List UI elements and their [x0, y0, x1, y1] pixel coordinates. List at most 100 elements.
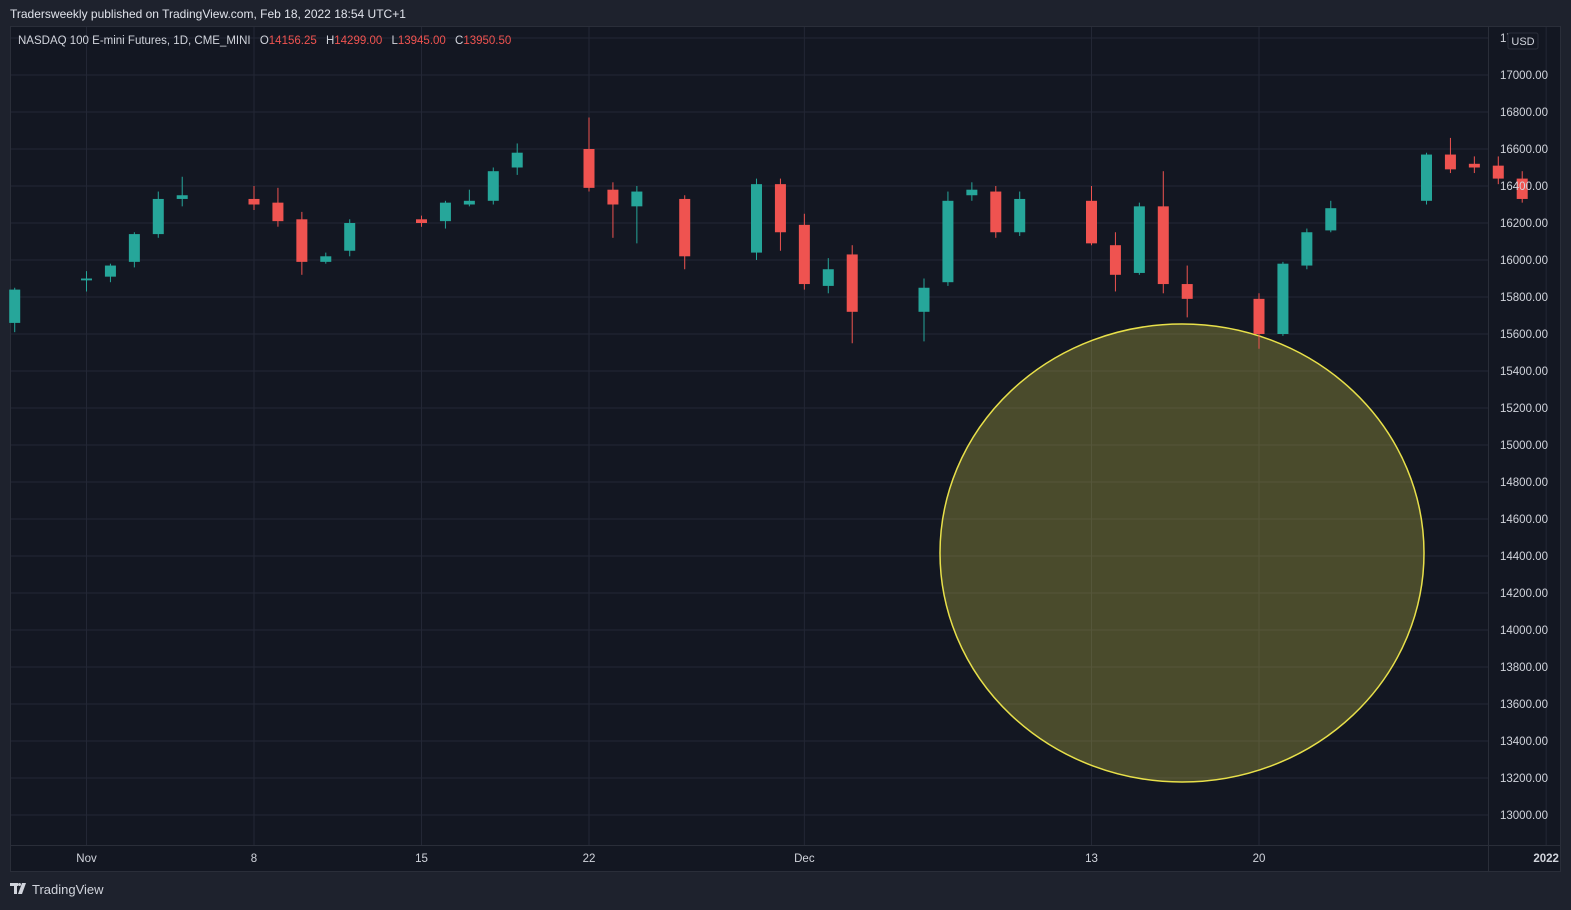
candle	[128, 232, 140, 268]
candle	[846, 245, 858, 344]
time-tick-label: 2022	[1533, 853, 1559, 865]
candle	[320, 252, 332, 264]
currency-badge-box	[1507, 32, 1539, 50]
candle-body	[104, 265, 116, 277]
candle-body	[679, 198, 691, 257]
time-tick-label: 13	[1085, 853, 1098, 865]
candle	[1516, 171, 1528, 203]
publisher-line: Tradersweekly published on TradingView.c…	[10, 7, 406, 21]
price-tick-label: 15800.00	[1500, 292, 1548, 304]
candle	[679, 195, 691, 270]
candle	[1157, 171, 1169, 294]
high-value: 14299.00	[334, 35, 383, 47]
publisher-bar: Tradersweekly published on TradingView.c…	[0, 0, 1571, 26]
plot-background	[10, 26, 1488, 845]
highlight-circle[interactable]	[939, 323, 1425, 783]
candle-body	[1181, 284, 1193, 299]
candle-body	[846, 254, 858, 312]
candle	[272, 187, 284, 227]
price-tick-label: 14800.00	[1500, 477, 1548, 489]
candle-body	[1157, 206, 1169, 285]
candle-body	[1421, 154, 1432, 201]
candle	[104, 263, 116, 283]
high-label: H	[325, 35, 335, 47]
time-tick-label: 8	[251, 853, 257, 865]
candle-body	[751, 184, 762, 253]
candle	[1109, 232, 1121, 292]
time-tick-label: 15	[415, 853, 428, 865]
candle-body	[463, 200, 475, 205]
price-tick-label: 13800.00	[1500, 662, 1548, 674]
candle	[1301, 228, 1313, 270]
price-tick-label: 15400.00	[1500, 366, 1548, 378]
candle-body	[248, 198, 260, 205]
candle	[990, 186, 1002, 238]
price-tick-label: 13400.00	[1500, 736, 1548, 748]
candle	[416, 215, 427, 227]
candle	[822, 258, 834, 294]
candle-body	[966, 189, 978, 196]
candle	[344, 219, 356, 257]
candle	[751, 178, 762, 260]
candle	[152, 191, 164, 238]
candle	[607, 182, 619, 238]
candle	[1468, 156, 1480, 174]
grid-lines	[10, 26, 1547, 845]
price-tick-label: 16000.00	[1500, 255, 1548, 267]
candle-body	[607, 189, 619, 205]
candle	[487, 167, 499, 205]
price-tick-label: 16400.00	[1500, 181, 1548, 193]
candle-series	[9, 117, 1528, 349]
candle-body	[990, 191, 1002, 233]
candle-body	[1492, 165, 1504, 179]
candle-body	[416, 219, 427, 223]
candle	[1181, 265, 1193, 318]
time-tick-label: Dec	[794, 853, 815, 865]
candle	[463, 189, 475, 207]
candle-body	[1468, 163, 1480, 168]
candle-body	[1444, 154, 1456, 170]
candle-body	[320, 256, 332, 262]
candle-body	[918, 287, 930, 312]
candle-body	[9, 289, 21, 323]
candle	[918, 278, 930, 342]
candle-body	[439, 202, 451, 222]
candle-body	[487, 171, 499, 201]
candle-body	[798, 224, 810, 285]
tradingview-logo[interactable]: TradingView	[10, 882, 104, 897]
candle-body	[631, 191, 643, 207]
candle-body	[1253, 298, 1265, 334]
candle	[798, 213, 810, 290]
price-tick-label: 14000.00	[1500, 625, 1548, 637]
candle	[439, 200, 451, 229]
candle-body	[774, 184, 786, 233]
candle	[583, 117, 595, 192]
candle-body	[1301, 232, 1313, 266]
candle-body	[511, 152, 523, 168]
close-label: C	[455, 35, 464, 47]
low-value: 13945.00	[397, 35, 446, 47]
price-tick-label: 16200.00	[1500, 218, 1548, 230]
candle	[1444, 137, 1456, 174]
candle	[1325, 200, 1337, 233]
price-tick-label: 13000.00	[1500, 810, 1548, 822]
candle-body	[822, 269, 834, 286]
symbol-name: NASDAQ 100 E-mini Futures, 1D, CME_MINI	[18, 35, 251, 47]
candle	[1277, 261, 1289, 336]
tradingview-logo-icon	[10, 883, 28, 895]
candle	[1014, 191, 1026, 236]
currency-badge: USD	[1511, 36, 1534, 48]
candle-body	[272, 202, 284, 222]
candle	[966, 182, 978, 201]
price-tick-label: 14600.00	[1500, 514, 1548, 526]
candle-body	[1516, 178, 1528, 199]
price-tick-label: 16800.00	[1500, 107, 1548, 119]
candle	[1253, 293, 1265, 349]
candle-body	[1325, 208, 1337, 231]
time-tick-label: Nov	[76, 853, 97, 865]
price-tick-label: 16600.00	[1500, 144, 1548, 156]
tradingview-brand: TradingView	[32, 882, 104, 897]
time-axis-labels: Nov81522Dec132020221024Feb1422Mar	[76, 853, 1559, 865]
candle-body	[1277, 263, 1289, 334]
